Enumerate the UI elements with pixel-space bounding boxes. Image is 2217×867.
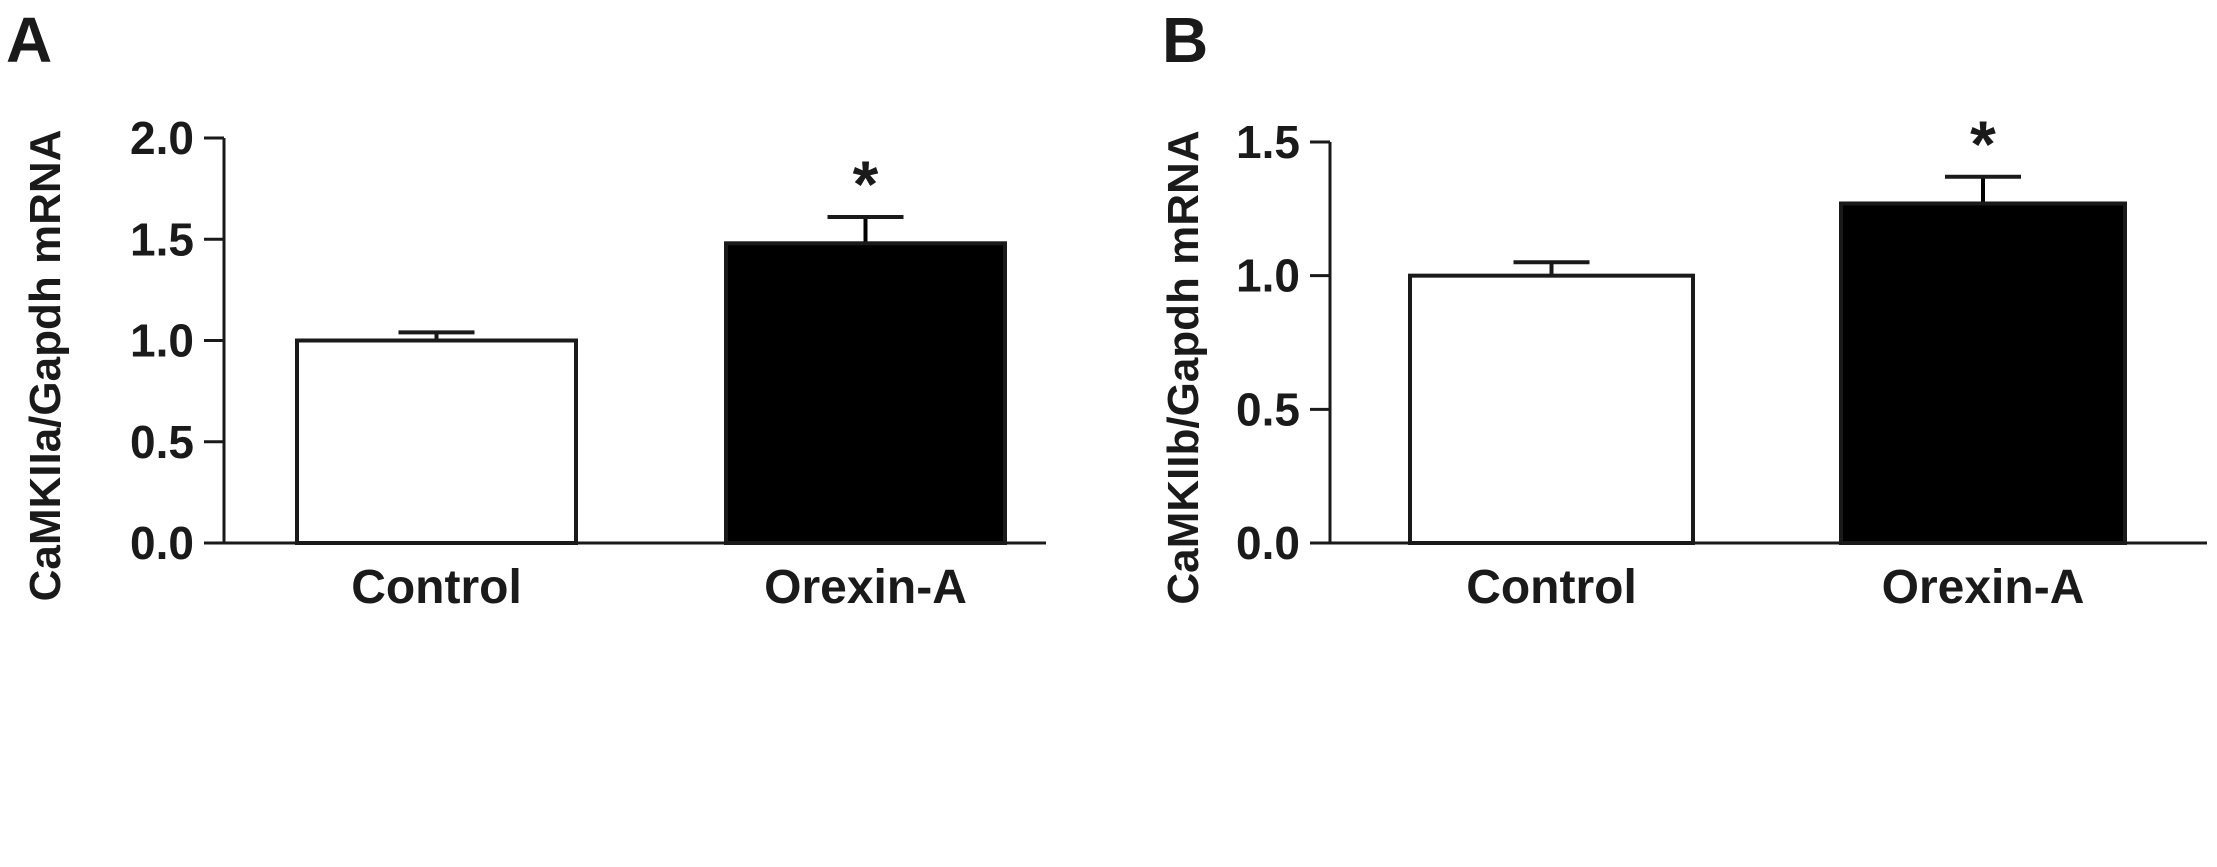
y-tick-label: 0.5 <box>1236 383 1300 435</box>
y-tick-label: 2.0 <box>130 112 194 164</box>
y-tick-label: 1.0 <box>130 315 194 367</box>
x-category-label: Control <box>351 561 522 614</box>
panel-letter: B <box>1162 4 1208 76</box>
y-axis-title: CaMKIIb/Gapdh mRNA <box>1159 130 1208 604</box>
significance-marker: * <box>1970 107 1996 181</box>
x-category-label: Control <box>1466 561 1637 614</box>
y-tick-label: 0.0 <box>1236 517 1300 569</box>
panel-a: A CaMKIIa/Gapdh mRNA 0.0 0.5 1.0 1.5 2.0 Contro… <box>6 4 1046 614</box>
bar-orexin-a <box>1839 201 2127 545</box>
y-tick-label: 1.0 <box>1236 250 1300 302</box>
y-axis-title: CaMKIIa/Gapdh mRNA <box>21 130 70 602</box>
panel-b: B CaMKIIb/Gapdh mRNA 0.0 0.5 1.0 1.5 Control * O… <box>1159 4 2207 614</box>
panel-letter: A <box>6 4 52 76</box>
x-category-label: Orexin-A <box>764 561 967 614</box>
y-tick-label: 1.5 <box>1236 116 1300 168</box>
x-category-label: Orexin-A <box>1882 561 2085 614</box>
bar-orexin-a <box>724 241 1007 546</box>
y-tick-label: 0.5 <box>130 416 194 468</box>
significance-marker: * <box>853 147 879 221</box>
bar-control <box>295 338 578 545</box>
bar-control <box>1408 273 1695 545</box>
y-tick-label: 1.5 <box>130 213 194 265</box>
y-tick-label: 0.0 <box>130 517 194 569</box>
